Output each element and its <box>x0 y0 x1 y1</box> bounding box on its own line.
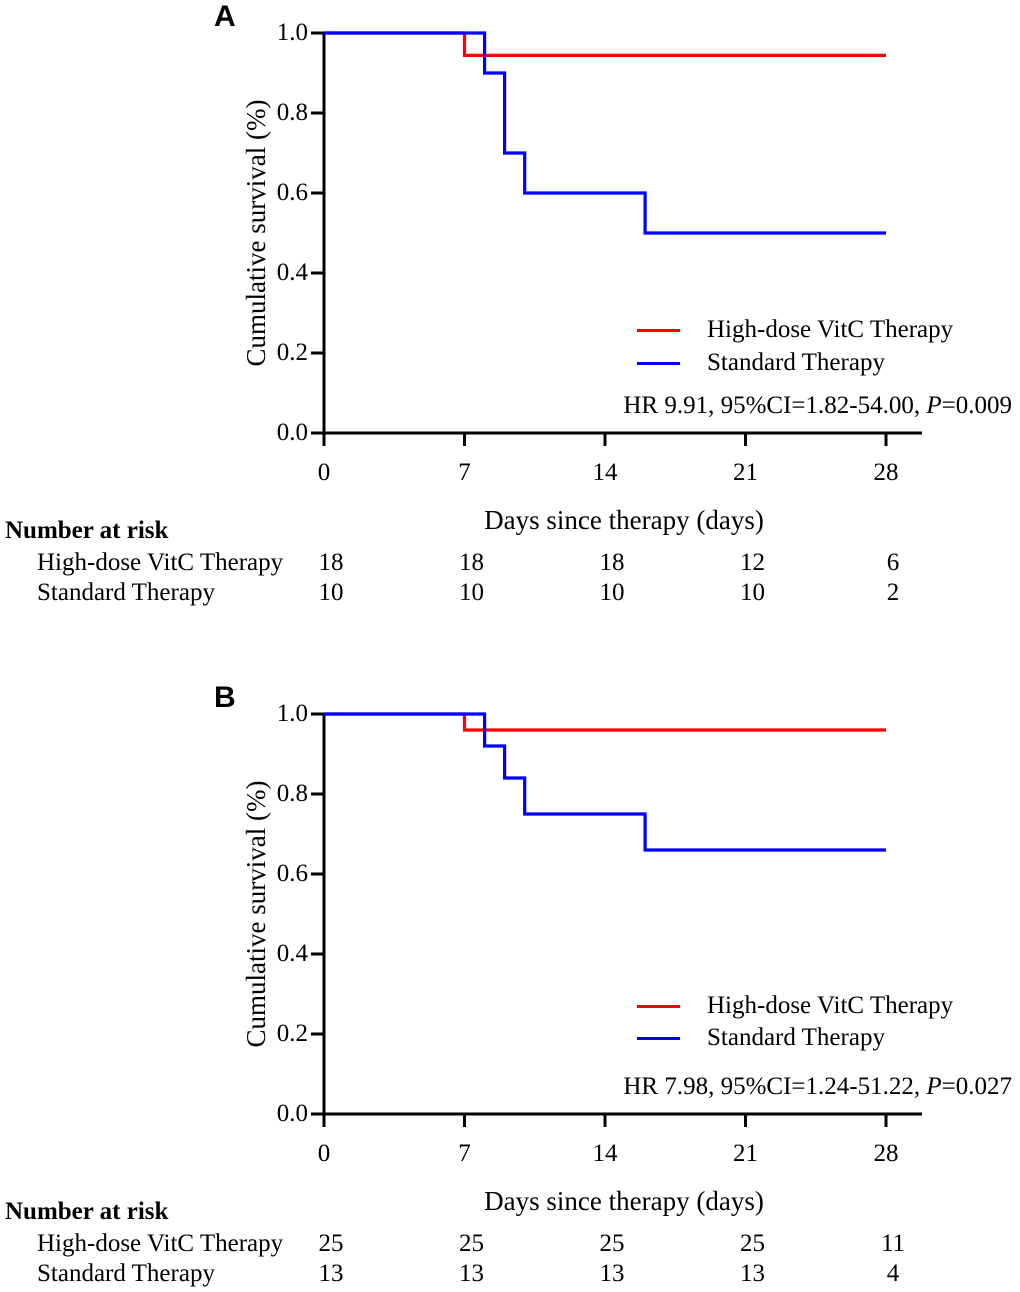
blue-line-swatch-icon <box>637 1036 680 1040</box>
risk-count: 10 <box>599 579 625 606</box>
x-tick-label: 21 <box>733 459 758 486</box>
y-axis-title-a: Cumulative survival (%) <box>241 99 271 367</box>
x-axis-title-b: Days since therapy (days) <box>484 1186 764 1216</box>
risk-count: 12 <box>740 549 765 576</box>
risk-count: 25 <box>599 1230 625 1257</box>
risk-count: 25 <box>318 1230 344 1257</box>
risk-count: 25 <box>459 1230 484 1257</box>
survival-curve-highdose <box>324 31 886 57</box>
p-value-a: =0.009 <box>941 392 1012 419</box>
risk-count: 18 <box>599 549 625 576</box>
risk-count: 25 <box>740 1230 765 1257</box>
red-line-swatch-icon <box>637 1004 680 1008</box>
y-tick-label: 1.0 <box>276 700 308 727</box>
legend-item-standard-a: Standard Therapy <box>637 347 885 379</box>
risk-row-label-highdose-b: High-dose VitC Therapy <box>37 1230 284 1257</box>
x-tick-label: 0 <box>317 459 331 486</box>
x-tick-label: 28 <box>873 459 899 486</box>
x-tick-label: 14 <box>592 1140 618 1167</box>
x-tick-label: 0 <box>317 1140 331 1167</box>
red-line-swatch-icon <box>637 328 680 332</box>
blue-line-swatch-icon <box>637 361 680 365</box>
risk-count: 10 <box>459 579 484 606</box>
risk-count: 2 <box>886 579 900 606</box>
hr-stats-a: HR 9.91, 95%CI=1.82-54.00, P=0.009 <box>500 392 1012 420</box>
risk-count: 13 <box>599 1260 625 1287</box>
survival-chart-panel-b <box>311 712 922 1127</box>
y-tick-label: 0.6 <box>276 179 308 206</box>
y-tick-label: 0.6 <box>276 860 308 887</box>
y-tick-label: 0.8 <box>276 99 308 126</box>
survival-curve-standard <box>324 712 886 852</box>
legend-label-highdose-a: High-dose VitC Therapy <box>707 316 954 343</box>
risk-count: 6 <box>886 549 900 576</box>
x-tick-label: 7 <box>458 1140 471 1167</box>
number-at-risk-header-a: Number at risk <box>5 517 169 544</box>
legend-item-highdose-a: High-dose VitC Therapy <box>637 314 953 346</box>
y-tick-label: 0.2 <box>276 339 308 366</box>
x-tick-label: 7 <box>458 459 471 486</box>
number-at-risk-header-b: Number at risk <box>5 1198 169 1225</box>
legend-label-highdose-b: High-dose VitC Therapy <box>707 992 954 1019</box>
legend-item-highdose-b: High-dose VitC Therapy <box>637 990 953 1022</box>
hr-stats-prefix-b: HR 7.98, 95%CI=1.24-51.22, <box>623 1073 927 1100</box>
survival-curve-standard <box>324 31 886 235</box>
p-symbol-a: P <box>926 392 942 419</box>
risk-row-label-highdose-a: High-dose VitC Therapy <box>37 549 284 576</box>
y-tick-label: 0.0 <box>276 419 308 446</box>
hr-stats-b: HR 7.98, 95%CI=1.24-51.22, P=0.027 <box>500 1073 1012 1101</box>
risk-count: 10 <box>318 579 344 606</box>
y-tick-label: 0.8 <box>276 780 308 807</box>
risk-count: 11 <box>880 1230 906 1257</box>
risk-count: 13 <box>459 1260 484 1287</box>
risk-row-label-standard-b: Standard Therapy <box>37 1260 215 1287</box>
y-tick-label: 0.0 <box>276 1100 308 1127</box>
panel-letter-b: B <box>214 681 236 714</box>
x-tick-label: 14 <box>592 459 618 486</box>
panel-letter-a: A <box>214 0 236 33</box>
y-tick-label: 0.2 <box>276 1020 308 1047</box>
hr-stats-prefix-a: HR 9.91, 95%CI=1.82-54.00, <box>623 392 927 419</box>
x-axis-title-a: Days since therapy (days) <box>484 505 764 535</box>
risk-count: 13 <box>318 1260 344 1287</box>
risk-count: 13 <box>740 1260 765 1287</box>
legend-label-standard-b: Standard Therapy <box>707 1024 885 1051</box>
survival-curve-highdose <box>324 712 886 732</box>
x-tick-label: 21 <box>733 1140 758 1167</box>
p-value-b: =0.027 <box>941 1073 1012 1100</box>
y-tick-label: 0.4 <box>276 940 308 967</box>
risk-count: 10 <box>740 579 765 606</box>
risk-count: 18 <box>318 549 344 576</box>
legend-label-standard-a: Standard Therapy <box>707 349 885 376</box>
risk-row-label-standard-a: Standard Therapy <box>37 579 215 606</box>
y-tick-label: 1.0 <box>276 19 308 46</box>
y-tick-label: 0.4 <box>276 259 308 286</box>
risk-count: 18 <box>459 549 484 576</box>
survival-chart-panel-a <box>311 31 922 446</box>
p-symbol-b: P <box>926 1073 942 1100</box>
risk-count: 4 <box>886 1260 900 1287</box>
legend-item-standard-b: Standard Therapy <box>637 1022 885 1054</box>
x-tick-label: 28 <box>873 1140 899 1167</box>
y-axis-title-b: Cumulative survival (%) <box>241 780 271 1048</box>
